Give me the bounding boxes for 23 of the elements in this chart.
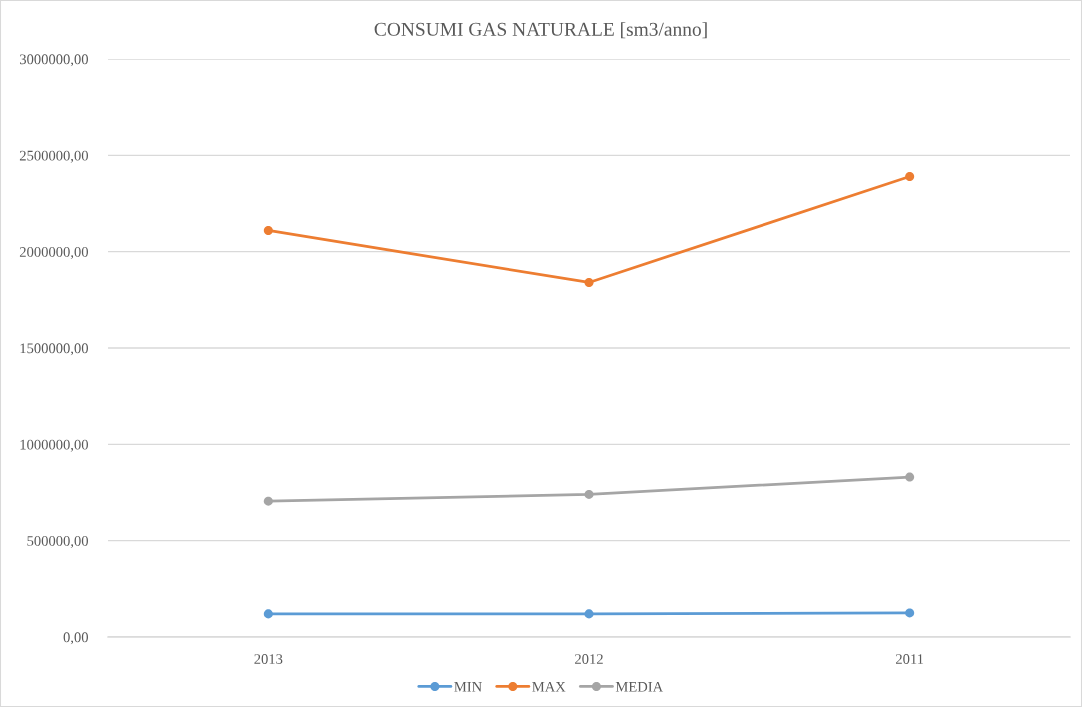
point bbox=[905, 172, 915, 182]
legend-label: MEDIA bbox=[615, 681, 664, 692]
y-tick-label: 3000000,00 bbox=[19, 54, 88, 67]
point bbox=[584, 489, 594, 499]
y-tick-label: 2500000,00 bbox=[19, 150, 88, 163]
point bbox=[584, 609, 594, 619]
y-tick-label: 1500000,00 bbox=[20, 343, 88, 356]
point bbox=[905, 472, 915, 482]
legend-label: MIN bbox=[454, 682, 482, 692]
point bbox=[263, 609, 273, 619]
x-tick-label: 2011 bbox=[896, 654, 924, 664]
point bbox=[263, 496, 273, 506]
chart-title: CONSUMI GAS NATURALE [sm3/anno] bbox=[374, 22, 707, 39]
x-tick-label: 2012 bbox=[575, 654, 603, 664]
legend-label: MAX bbox=[532, 681, 566, 692]
y-tick-label: 500000,00 bbox=[27, 536, 88, 548]
point bbox=[905, 608, 915, 618]
x-tick-label: 2013 bbox=[254, 654, 283, 664]
y-tick-label: 1000000,00 bbox=[20, 439, 88, 452]
point bbox=[584, 277, 594, 288]
point bbox=[263, 225, 273, 235]
y-tick-label: 0,00 bbox=[63, 632, 88, 645]
y-tick-label: 2000000,00 bbox=[19, 247, 88, 259]
